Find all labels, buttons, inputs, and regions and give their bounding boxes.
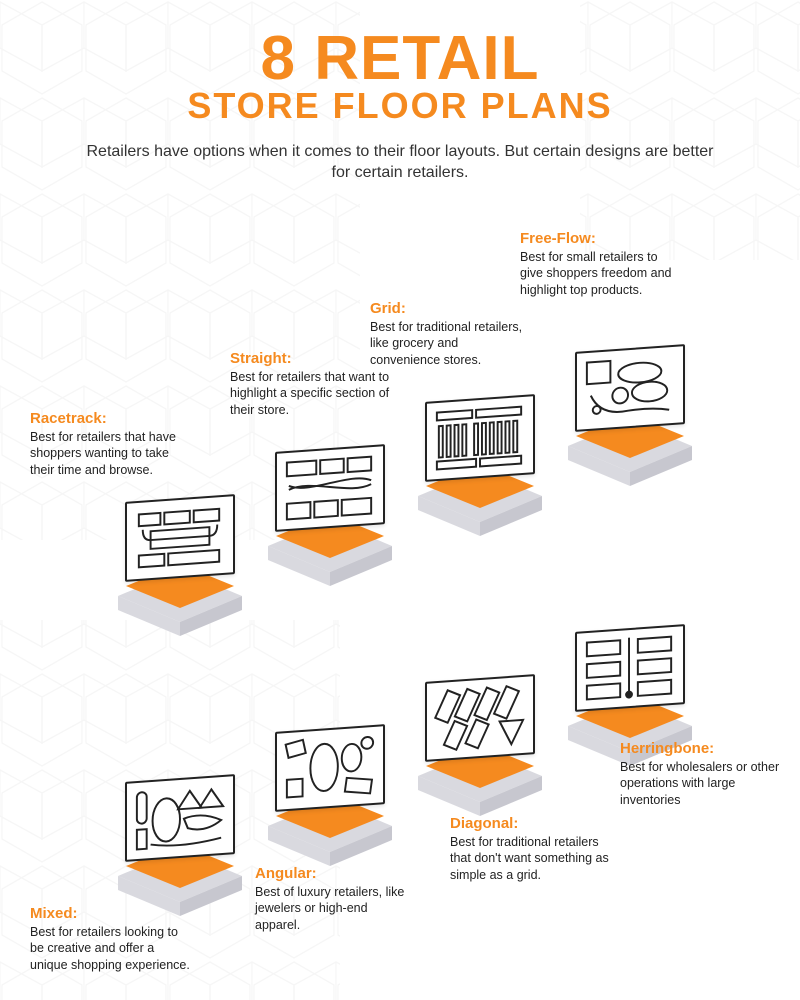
label-title: Angular:	[255, 865, 415, 882]
floorplan-racetrack-icon	[125, 494, 235, 582]
label-desc: Best for traditional retailers, like gro…	[370, 319, 530, 368]
title-line-2: STORE FLOOR PLANS	[0, 85, 800, 127]
label-desc: Best for traditional retailers that don'…	[450, 834, 610, 883]
label-title: Free-Flow:	[520, 230, 680, 247]
title-line-1: 8 RETAIL	[0, 30, 800, 89]
label-diagonal: Diagonal: Best for traditional retailers …	[450, 815, 610, 883]
label-angular: Angular: Best of luxury retailers, like j…	[255, 865, 415, 933]
label-mixed: Mixed: Best for retailers looking to be c…	[30, 905, 190, 973]
tile-freeflow	[570, 380, 690, 500]
label-desc: Best for retailers that have shoppers wa…	[30, 429, 190, 478]
label-desc: Best for small retailers to give shopper…	[520, 249, 680, 298]
tile-angular	[270, 760, 390, 880]
floorplan-angular-icon	[275, 724, 385, 812]
label-desc: Best for wholesalers or other operations…	[620, 759, 780, 808]
label-desc: Best for retailers looking to be creativ…	[30, 924, 190, 973]
label-freeflow: Free-Flow: Best for small retailers to gi…	[520, 230, 680, 298]
label-desc: Best of luxury retailers, like jewelers …	[255, 884, 415, 933]
label-title: Diagonal:	[450, 815, 610, 832]
label-title: Mixed:	[30, 905, 190, 922]
label-title: Racetrack:	[30, 410, 190, 427]
floorplan-mixed-icon	[125, 774, 235, 862]
tile-racetrack	[120, 530, 240, 650]
floorplan-freeflow-icon	[575, 344, 685, 432]
label-racetrack: Racetrack: Best for retailers that have s…	[30, 410, 190, 478]
label-grid: Grid: Best for traditional retailers, lik…	[370, 300, 530, 368]
subtitle: Retailers have options when it comes to …	[80, 141, 720, 184]
tile-straight	[270, 480, 390, 600]
floorplan-diagonal-icon	[425, 674, 535, 762]
label-desc: Best for retailers that want to highligh…	[230, 369, 390, 418]
label-title: Grid:	[370, 300, 530, 317]
label-title: Straight:	[230, 350, 390, 367]
tile-grid	[420, 430, 540, 550]
floorplan-grid-icon	[425, 394, 535, 482]
floorplan-straight-icon	[275, 444, 385, 532]
tile-diagonal	[420, 710, 540, 830]
floorplan-herringbone-icon	[575, 624, 685, 712]
label-straight: Straight: Best for retailers that want to…	[230, 350, 390, 418]
label-herringbone: Herringbone: Best for wholesalers or othe…	[620, 740, 780, 808]
label-title: Herringbone:	[620, 740, 780, 757]
